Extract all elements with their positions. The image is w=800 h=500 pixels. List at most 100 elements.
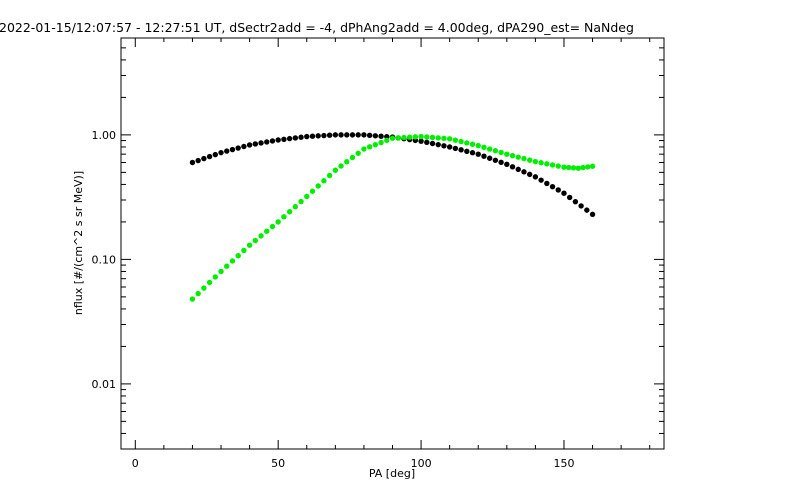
data-point — [246, 142, 253, 148]
data-point — [304, 193, 310, 200]
curve-dot — [224, 148, 230, 154]
curve-dot — [384, 137, 390, 144]
y-tick-label: 0.10 — [92, 253, 117, 266]
y-tick-label: 0.01 — [92, 378, 117, 391]
curve-dot — [201, 155, 207, 162]
curve-dot — [435, 135, 441, 141]
curve-dot — [206, 153, 213, 160]
curve-dot — [326, 172, 333, 179]
curve-dot — [286, 209, 293, 215]
curve-dot — [521, 155, 527, 162]
data-point — [275, 137, 281, 143]
curve-dot — [378, 133, 384, 139]
curve-dot — [538, 177, 544, 183]
x-tick-label: 50 — [271, 457, 285, 470]
data-point — [504, 161, 510, 168]
curve-dot — [509, 164, 516, 170]
data-point — [575, 165, 581, 171]
plot-frame — [120, 37, 665, 450]
curve-dot — [264, 139, 270, 145]
curve-dot — [195, 157, 201, 164]
curve-dot — [469, 150, 476, 156]
x-axis-label: PA [deg] — [369, 467, 415, 480]
data-point — [332, 167, 339, 173]
data-point — [532, 174, 539, 180]
x-tick-label: 0 — [132, 457, 139, 470]
data-point — [189, 159, 196, 166]
curve-dot — [212, 274, 219, 280]
curve-dot — [572, 198, 579, 205]
curve-dot — [441, 143, 447, 149]
chart-title: 2022-01-15/12:07:57 - 12:27:51 UT, dSect… — [0, 20, 634, 35]
curve-dot — [401, 134, 407, 141]
curve-dot — [349, 132, 356, 138]
data-point — [589, 163, 596, 169]
data-point — [332, 132, 339, 138]
curve-dot — [441, 135, 447, 142]
curve-dot — [481, 153, 487, 159]
curve-dot — [321, 132, 327, 139]
curve-dot — [458, 147, 464, 153]
curve-dot — [515, 166, 521, 173]
curve-dot — [458, 138, 464, 145]
curve-dot — [412, 134, 419, 140]
curve-dot — [212, 151, 219, 158]
curve-dot — [452, 137, 459, 143]
curve-dot — [492, 157, 499, 163]
curve-dot — [355, 132, 361, 138]
curve-dot — [241, 143, 247, 150]
curve-dot — [344, 159, 350, 165]
curve-dot — [469, 141, 476, 147]
curve-dot — [281, 136, 287, 142]
y-axis-label: nflux [#/(cm^2 s sr MeV)] — [72, 171, 85, 315]
curve-dot — [229, 258, 236, 264]
curve-dot — [566, 164, 572, 171]
curve-dot — [544, 180, 550, 187]
series-0 — [189, 132, 596, 218]
y-tick-label: 1.00 — [92, 129, 117, 142]
curve-dot — [486, 146, 493, 152]
data-point — [275, 219, 281, 225]
data-point — [418, 138, 424, 144]
curve-dot — [492, 148, 499, 154]
curve-dot — [229, 146, 236, 153]
curve-dot — [298, 134, 304, 140]
x-tick-label: 100 — [411, 457, 432, 470]
curve-dot — [252, 237, 259, 244]
data-point — [304, 133, 310, 140]
data-point — [218, 268, 224, 275]
curve-dot — [206, 279, 213, 286]
data-point — [389, 135, 396, 141]
data-point — [218, 149, 224, 156]
curve-dot — [384, 133, 390, 140]
data-point — [561, 164, 567, 170]
curve-dot — [526, 171, 533, 178]
curve-dot — [578, 203, 584, 209]
curve-dot — [509, 152, 516, 159]
curve-dot — [585, 164, 591, 170]
curve-dot — [584, 207, 590, 213]
curve-dot — [258, 233, 264, 239]
data-series — [189, 132, 596, 302]
curve-dot — [315, 183, 321, 189]
curve-dot — [281, 214, 287, 220]
curve-dot — [224, 263, 230, 269]
curve-dot — [549, 183, 556, 190]
curve-dot — [498, 159, 504, 166]
curve-dot — [286, 135, 293, 142]
curve-dot — [355, 150, 361, 156]
data-point — [418, 133, 424, 140]
curve-dot — [498, 149, 504, 156]
curve-dot — [378, 139, 384, 146]
data-point — [475, 142, 481, 149]
curve-dot — [544, 161, 550, 167]
data-point — [189, 296, 196, 302]
curve-dot — [338, 163, 344, 169]
curve-dot — [269, 223, 276, 230]
data-point — [246, 242, 253, 248]
curve-dot — [526, 157, 533, 163]
data-point — [561, 190, 567, 196]
curve-dot — [424, 139, 430, 146]
curve-dot — [424, 134, 430, 140]
curve-dot — [372, 142, 379, 148]
